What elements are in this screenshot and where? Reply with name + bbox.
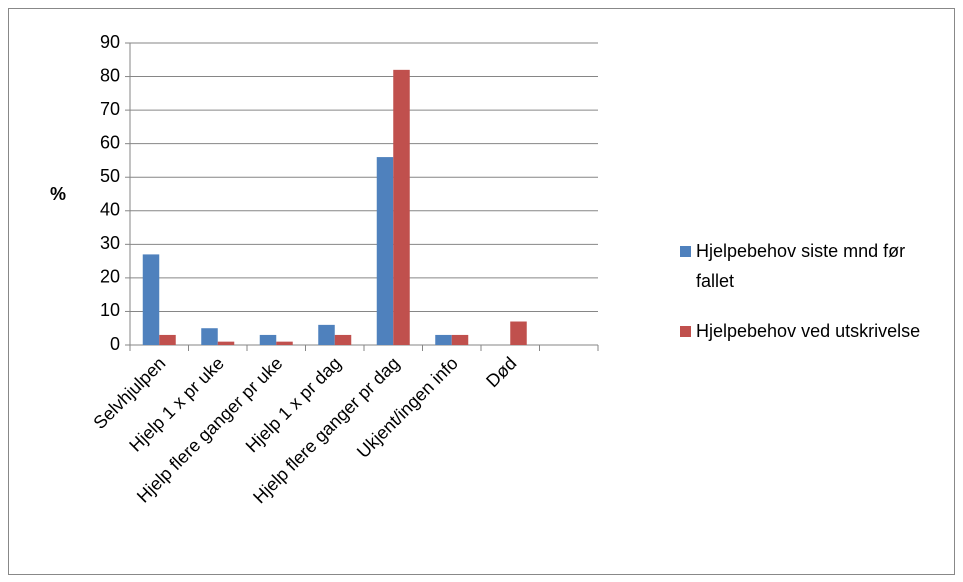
- bar: [435, 334, 452, 345]
- legend-swatch: [680, 246, 691, 257]
- bar: [259, 334, 277, 345]
- bar: [334, 334, 352, 345]
- bar: [451, 334, 469, 345]
- y-tick-label: 90: [100, 32, 120, 52]
- legend-swatch: [680, 326, 691, 337]
- y-tick-label: 20: [100, 267, 120, 287]
- bar: [201, 328, 218, 345]
- bar: [376, 157, 394, 345]
- legend-label: Hjelpebehov siste mnd før fallet: [696, 241, 906, 291]
- bar: [159, 334, 176, 345]
- bar: [510, 321, 527, 345]
- bar: [276, 341, 293, 345]
- y-tick-label: 0: [110, 334, 120, 354]
- y-tick-label: 80: [100, 65, 120, 85]
- y-tick-label: 70: [100, 99, 120, 119]
- legend-label: Hjelpebehov ved utskrivelse: [696, 321, 921, 341]
- bar: [393, 69, 410, 345]
- y-tick-label: 50: [100, 166, 120, 186]
- bar: [142, 254, 160, 345]
- chart-border: [8, 8, 955, 575]
- y-tick-label: 30: [100, 233, 120, 253]
- y-tick-label: 10: [100, 300, 120, 320]
- bar: [217, 341, 235, 345]
- y-axis-label: %: [50, 184, 66, 204]
- y-tick-label: 60: [100, 132, 120, 152]
- bar: [318, 324, 335, 345]
- y-tick-label: 40: [100, 200, 120, 220]
